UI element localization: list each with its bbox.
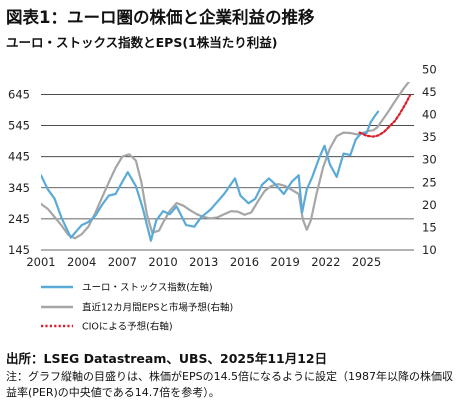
y-left-tick-label: 345 [8, 181, 30, 195]
x-tick-label: 2004 [67, 255, 96, 269]
y-right-tick-label: 45 [422, 85, 437, 99]
x-tick-label: 2019 [271, 255, 300, 269]
y-right-tick-label: 40 [422, 108, 437, 122]
x-tick-label: 2022 [311, 255, 340, 269]
y-left-tick-label: 245 [8, 212, 30, 226]
x-tick-label: 2025 [352, 255, 381, 269]
footnote: 注：グラフ縦軸の目盛りは、株価がEPSの14.5倍になるように設定（1987年以… [6, 370, 454, 399]
legend: ユーロ・ストックス指数(左軸) 直近12カ月間EPSと市場予想(右軸) CIOによる… [41, 282, 233, 333]
y-left-tick-label: 645 [8, 87, 30, 101]
gridlines [41, 94, 414, 251]
chart-subtitle: ユーロ・ストックス指数とEPS(1株当たり利益) [6, 35, 278, 50]
series-line-cio-forecast [358, 94, 411, 138]
series-line-eps [41, 82, 411, 240]
y-left-tick-label: 545 [8, 119, 30, 133]
y-right-tick-label: 35 [422, 130, 437, 144]
series-line-index [41, 110, 380, 242]
x-tick-label: 2013 [189, 255, 218, 269]
y-right-tick-label: 20 [422, 198, 437, 212]
y-right-tick-label: 50 [422, 62, 437, 76]
y-right-tick-label: 25 [422, 175, 437, 189]
x-tick-label: 2007 [108, 255, 137, 269]
y-right-tick-label: 30 [422, 153, 437, 167]
legend-label: ユーロ・ストックス指数(左軸) [82, 282, 213, 294]
y-right-tick-label: 10 [422, 243, 437, 257]
legend-label: CIOによる予想(右軸) [82, 321, 173, 333]
chart-title: 図表1：ユーロ圏の株価と企業利益の推移 [6, 8, 315, 27]
x-tick-label: 2010 [148, 255, 177, 269]
x-tick-label: 2001 [26, 255, 55, 269]
legend-label: 直近12カ月間EPSと市場予想(右軸) [82, 302, 233, 314]
axes: 1452453454455456451015202530354045502001… [8, 62, 437, 269]
y-right-tick-label: 15 [422, 220, 437, 234]
source-note: 出所：LSEG Datastream、UBS、2025年11月12日 [6, 351, 328, 366]
y-left-tick-label: 145 [8, 243, 30, 257]
x-tick-label: 2016 [230, 255, 259, 269]
plot-area [41, 82, 411, 242]
y-left-tick-label: 445 [8, 150, 30, 164]
